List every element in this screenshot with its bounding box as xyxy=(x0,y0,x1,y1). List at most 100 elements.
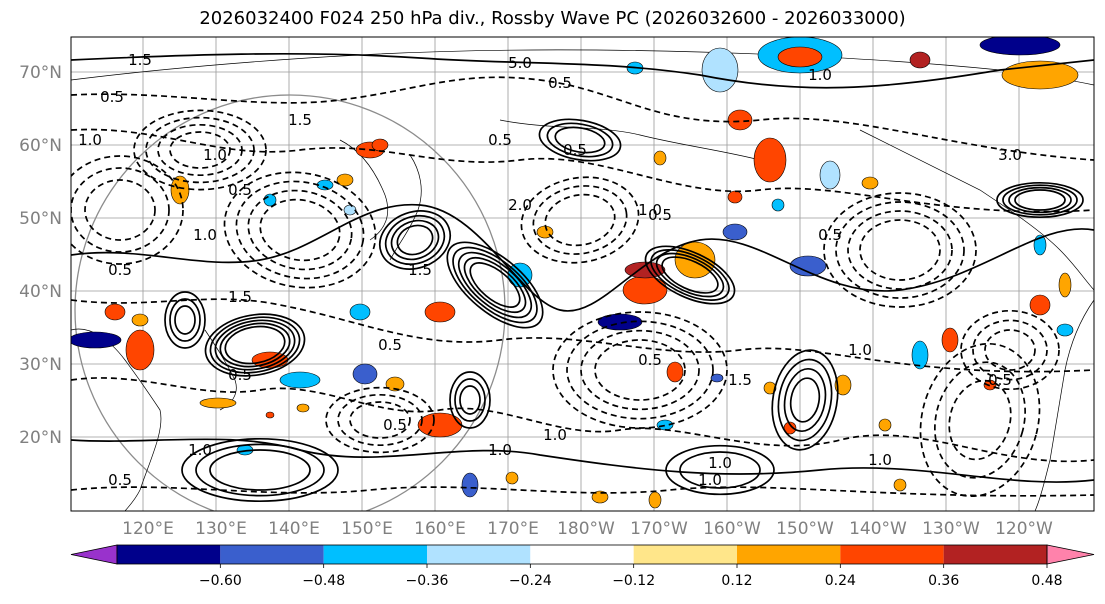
divergence-shade xyxy=(296,403,310,413)
contour-line xyxy=(71,52,1094,89)
contour-label: 0.5 xyxy=(648,206,672,224)
lon-label: 180°W xyxy=(557,519,615,539)
colorbar-tick-label: 0.48 xyxy=(1031,573,1062,589)
contour-line xyxy=(204,313,306,377)
contour-line xyxy=(463,256,527,314)
divergence-shade xyxy=(1056,323,1074,337)
contour-label: 1.5 xyxy=(128,51,152,69)
divergence-shade xyxy=(893,478,907,492)
colorbar-bin xyxy=(530,545,634,564)
colorbar-tick-label: 0.24 xyxy=(825,573,856,589)
divergence-shade xyxy=(763,381,777,395)
lon-label: 160°W xyxy=(703,519,761,539)
contour-label: 0.5 xyxy=(383,416,407,434)
divergence-shade xyxy=(505,471,519,485)
divergence-shade xyxy=(777,46,823,68)
contour-line xyxy=(390,219,440,261)
colorbar-tick-label: −0.60 xyxy=(199,573,242,589)
lon-label: 140°W xyxy=(849,519,907,539)
divergence-shade xyxy=(385,376,405,392)
divergence-shade xyxy=(461,472,479,498)
colorbar-bin xyxy=(323,545,427,564)
colorbar-bin xyxy=(220,545,324,564)
colorbar-bin xyxy=(943,545,1047,564)
contour-line xyxy=(378,210,452,270)
contour-line xyxy=(960,309,1060,391)
contour-line xyxy=(247,189,353,271)
plot-title: 2026032400 F024 250 hPa div., Rossby Wav… xyxy=(199,8,906,29)
contour-line xyxy=(169,131,231,169)
colorbar-tick-label: −0.24 xyxy=(509,573,552,589)
shaded-divergence xyxy=(71,37,1079,509)
lat-label: 20°N xyxy=(19,428,62,448)
contour-label: 0.5 xyxy=(108,261,132,279)
contour-line xyxy=(164,291,206,349)
divergence-shade xyxy=(911,340,929,370)
divergence-shade xyxy=(771,198,785,212)
contour-label: 1.0 xyxy=(188,441,212,459)
contour-line xyxy=(469,262,521,308)
divergence-shade xyxy=(666,361,684,383)
divergence-shade xyxy=(71,331,122,349)
divergence-shade xyxy=(1058,272,1072,298)
contour-line xyxy=(71,438,1094,483)
colorbar-tick-label: −0.36 xyxy=(406,573,449,589)
divergence-shade xyxy=(941,327,959,353)
contour-line xyxy=(919,342,1041,498)
contour-line xyxy=(133,109,267,191)
contour-line xyxy=(224,325,286,365)
contour-line xyxy=(349,401,411,439)
lon-label: 150°E xyxy=(341,519,393,539)
contour-label: 0.5 xyxy=(108,471,132,489)
contour-line xyxy=(566,320,714,420)
colorbar: −0.60 −0.48 −0.36 −0.24 −0.12 0.12 0.24 0.36 0.4… xyxy=(70,544,1095,589)
contour-line xyxy=(459,385,481,415)
contour-line xyxy=(446,241,544,329)
divergence-shade xyxy=(279,371,321,389)
contour-line xyxy=(948,379,1012,461)
contour-line xyxy=(847,210,953,290)
contour-label: 1.0 xyxy=(543,426,567,444)
contour-line xyxy=(835,201,965,299)
contour-label: 0.5 xyxy=(228,366,252,384)
divergence-shade xyxy=(265,411,275,419)
lon-label: 130°W xyxy=(922,519,980,539)
contour-line xyxy=(972,319,1048,381)
divergence-shade xyxy=(371,138,389,152)
divergence-shade xyxy=(170,175,190,205)
contour-line xyxy=(984,329,1036,371)
colorbar-bin xyxy=(737,545,841,564)
divergence-shade xyxy=(861,176,879,190)
contour-line xyxy=(520,176,640,264)
lon-label: 140°E xyxy=(268,519,320,539)
contour-label: 0.5 xyxy=(818,226,842,244)
divergence-shade xyxy=(104,303,126,321)
contour-label: 0.5 xyxy=(378,336,402,354)
contour-line xyxy=(457,251,533,319)
contour-line xyxy=(174,305,196,335)
colorbar-bin xyxy=(840,545,944,564)
divergence-shade xyxy=(591,490,609,504)
contour-labels: 1.50.51.05.00.51.50.51.00.51.01.52.00.51… xyxy=(78,51,1022,489)
colorbar-extend-high xyxy=(1046,544,1095,565)
colorbar-tick-label: −0.12 xyxy=(612,573,655,589)
lon-label: 150°W xyxy=(776,519,834,539)
contour-label: 1.5 xyxy=(288,111,312,129)
divergence-shade xyxy=(727,190,743,204)
divergence-shade xyxy=(834,374,852,396)
contour-label: 1.0 xyxy=(868,451,892,469)
colorbar-tick-label: 0.12 xyxy=(721,573,752,589)
contour-line xyxy=(337,393,423,447)
lon-label: 120°E xyxy=(122,519,174,539)
contour-line xyxy=(396,224,434,256)
divergence-shade xyxy=(131,313,149,327)
contour-label: 0.5 xyxy=(228,181,252,199)
contour-line xyxy=(544,193,616,247)
contour-line xyxy=(71,167,170,253)
divergence-shade xyxy=(878,418,892,432)
divergence-shade xyxy=(316,179,334,191)
contour-label: 1.5 xyxy=(228,288,252,306)
contour-line xyxy=(235,180,365,280)
divergence-shade xyxy=(710,373,724,383)
